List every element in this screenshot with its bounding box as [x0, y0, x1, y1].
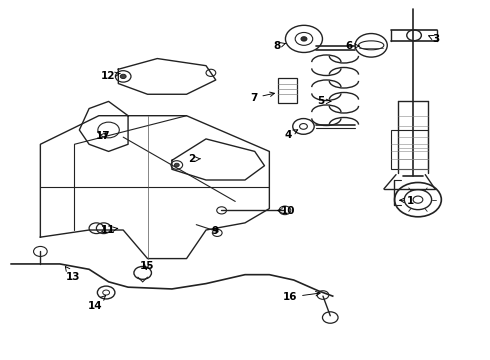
Circle shape — [174, 163, 179, 167]
Text: 16: 16 — [283, 292, 320, 302]
Text: 13: 13 — [65, 266, 81, 282]
Circle shape — [301, 37, 307, 41]
Text: 11: 11 — [100, 225, 118, 235]
Text: 14: 14 — [88, 296, 105, 311]
Text: 1: 1 — [400, 196, 414, 206]
Text: 7: 7 — [250, 92, 274, 103]
Text: 2: 2 — [188, 154, 200, 164]
Text: 5: 5 — [318, 96, 331, 107]
Text: 15: 15 — [139, 261, 154, 271]
Text: 9: 9 — [211, 226, 219, 236]
Bar — [278, 78, 296, 103]
Text: 10: 10 — [277, 206, 295, 216]
Text: 8: 8 — [273, 41, 286, 51]
Text: 4: 4 — [284, 130, 298, 140]
Text: 12: 12 — [100, 71, 121, 81]
Text: 6: 6 — [345, 41, 359, 51]
Text: 17: 17 — [96, 131, 110, 141]
Bar — [391, 130, 428, 169]
Circle shape — [120, 74, 126, 78]
Text: 3: 3 — [429, 34, 440, 44]
